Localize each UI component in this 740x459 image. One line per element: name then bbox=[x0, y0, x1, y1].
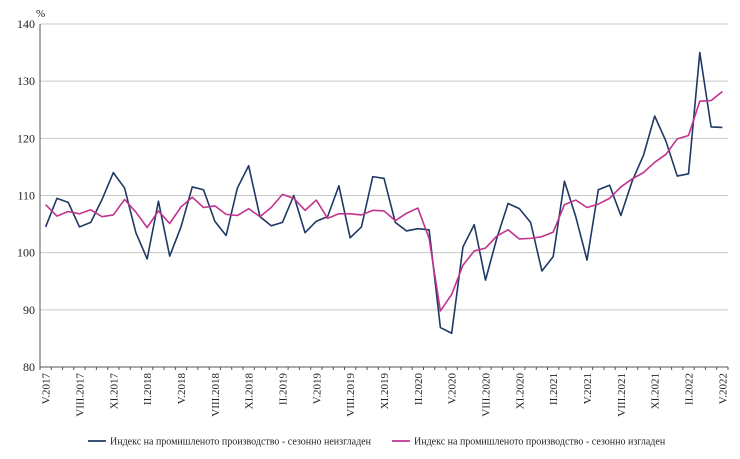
x-tick-label: V.2022 bbox=[717, 373, 729, 404]
y-tick-label: 130 bbox=[17, 74, 35, 88]
x-tick-label: II.2018 bbox=[142, 373, 154, 406]
legend-label-2: Индекс на промишленото производство - се… bbox=[414, 437, 666, 448]
legend: Индекс на промишленото производство - се… bbox=[88, 437, 666, 448]
series-layer bbox=[44, 51, 723, 335]
y-tick-label: 110 bbox=[17, 189, 35, 203]
x-tick-label: VIII.2021 bbox=[616, 373, 628, 417]
x-tick-label: VIII.2017 bbox=[74, 373, 86, 417]
y-tick-label: 80 bbox=[23, 360, 35, 374]
x-tick-label: VIII.2019 bbox=[345, 373, 357, 417]
x-tick-label: II.2019 bbox=[277, 373, 289, 406]
x-tick-label: XI.2019 bbox=[379, 373, 391, 410]
x-tick-label: V.2019 bbox=[311, 373, 323, 405]
y-tick-label: 120 bbox=[17, 131, 35, 145]
x-tick-label: XI.2020 bbox=[514, 373, 526, 410]
y-axis-unit-label: % bbox=[36, 8, 45, 20]
x-tick-label: II.2021 bbox=[548, 373, 560, 405]
y-tick-label: 90 bbox=[23, 303, 35, 317]
x-tick-label: V.2020 bbox=[447, 373, 459, 405]
y-tick-label: 100 bbox=[17, 246, 35, 260]
axis-layer: 80 90 100 110 120 130 140 V.2017 VIII.2017 XI.201… bbox=[17, 17, 729, 417]
x-tick-label: XI.2018 bbox=[244, 373, 256, 410]
x-tick-label: XI.2021 bbox=[650, 373, 662, 409]
x-tick-label: V.2021 bbox=[582, 373, 594, 404]
grid-layer bbox=[40, 23, 728, 368]
x-tick-label: VIII.2020 bbox=[481, 373, 493, 417]
x-tick-label: II.2022 bbox=[684, 373, 696, 405]
series-line-2 bbox=[45, 90, 723, 312]
x-tick-label: II.2020 bbox=[413, 373, 425, 406]
series-line-1 bbox=[44, 51, 723, 335]
x-tick-label: VIII.2018 bbox=[210, 373, 222, 417]
legend-label-1: Индекс на промишленото производство - се… bbox=[110, 437, 372, 448]
x-tick-label: V.2018 bbox=[176, 373, 188, 405]
x-tick-label: V.2017 bbox=[41, 373, 53, 405]
x-tick-label: XI.2017 bbox=[108, 373, 120, 410]
y-tick-label: 140 bbox=[17, 17, 35, 31]
